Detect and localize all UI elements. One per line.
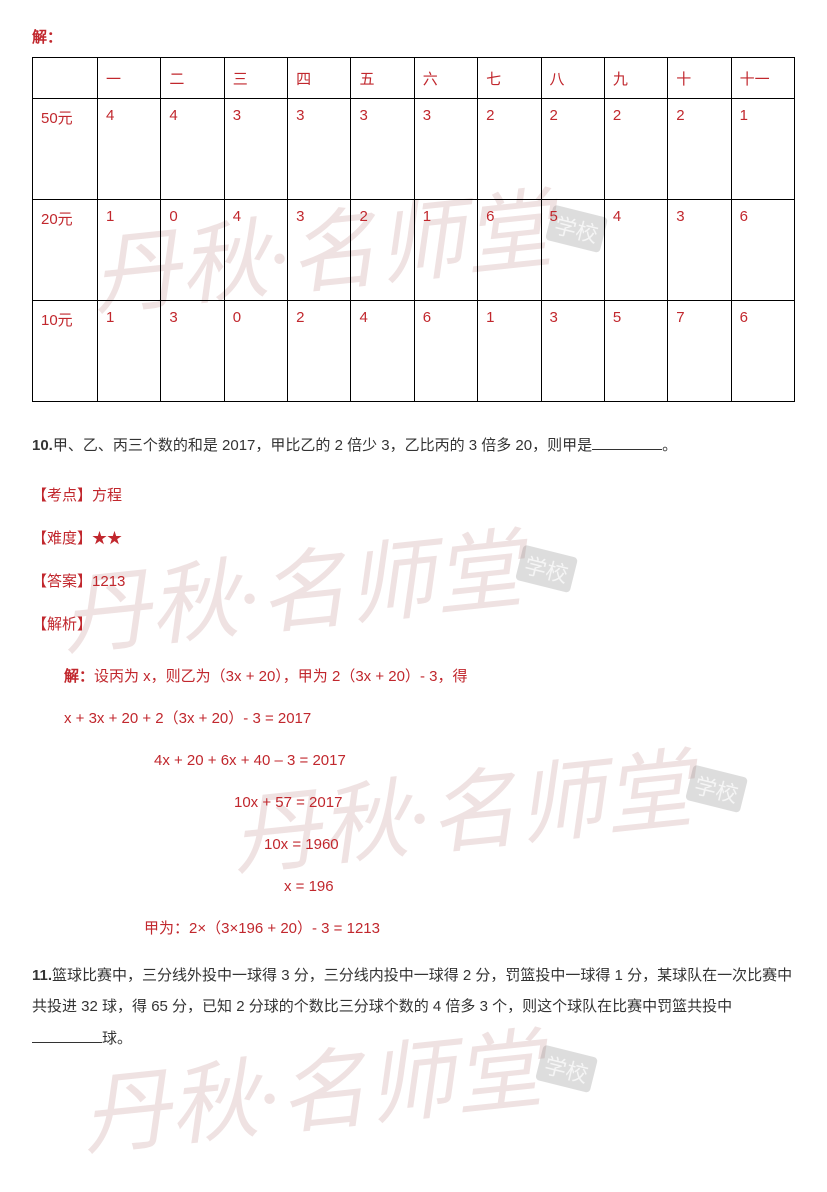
table-cell: 1 xyxy=(731,99,794,200)
question-number: 11. xyxy=(32,967,52,984)
table-cell: 2 xyxy=(288,301,351,402)
table-cell: 2 xyxy=(604,99,667,200)
question-text: 甲、乙、丙三个数的和是 2017，甲比乙的 2 倍少 3，乙比丙的 3 倍多 2… xyxy=(53,437,592,454)
question-text-tail: 球。 xyxy=(102,1030,132,1047)
table-cell: 4 xyxy=(98,99,161,200)
table-header-cell: 九 xyxy=(604,58,667,99)
table-header-cell: 四 xyxy=(288,58,351,99)
question-number: 10. xyxy=(32,437,53,454)
table-cell: 3 xyxy=(288,200,351,301)
table-cell: 4 xyxy=(224,200,287,301)
table-header-cell: 八 xyxy=(541,58,604,99)
table-cell: 5 xyxy=(541,200,604,301)
work-line: 10x = 1960 xyxy=(264,824,795,866)
table-cell: 3 xyxy=(351,99,414,200)
table-cell: 2 xyxy=(351,200,414,301)
work-line: 10x + 57 = 2017 xyxy=(234,782,795,824)
solution-work: 解：设丙为 x，则乙为（3x + 20），甲为 2（3x + 20）- 3，得 … xyxy=(64,656,795,950)
table-header-cell: 七 xyxy=(478,58,541,99)
table-row-header: 50元 xyxy=(33,99,98,200)
daan: 【答案】1213 xyxy=(32,570,795,591)
question-11: 11.篮球比赛中，三分线外投中一球得 3 分，三分线内投中一球得 2 分，罚篮投… xyxy=(32,960,795,1055)
table-header-cell: 五 xyxy=(351,58,414,99)
work-line: 甲为：2×（3×196 + 20）- 3 = 1213 xyxy=(144,908,795,950)
table-header-cell: 六 xyxy=(414,58,477,99)
table-cell: 3 xyxy=(668,200,731,301)
table-cell: 3 xyxy=(414,99,477,200)
table-cell: 2 xyxy=(478,99,541,200)
table-header-cell: 二 xyxy=(161,58,224,99)
jiexi: 【解析】 xyxy=(32,613,795,634)
table-cell: 4 xyxy=(604,200,667,301)
table-cell: 1 xyxy=(478,301,541,402)
table-header-cell: 十 xyxy=(668,58,731,99)
table-header-cell: 一 xyxy=(98,58,161,99)
table-header-cell xyxy=(33,58,98,99)
table-cell: 1 xyxy=(98,200,161,301)
table-cell: 1 xyxy=(414,200,477,301)
answer-blank xyxy=(32,1027,102,1043)
table-cell: 7 xyxy=(668,301,731,402)
table-cell: 4 xyxy=(351,301,414,402)
solution-label: 解： xyxy=(32,26,795,47)
work-line: 4x + 20 + 6x + 40 – 3 = 2017 xyxy=(154,740,795,782)
table-cell: 3 xyxy=(288,99,351,200)
answer-table: 一 二 三 四 五 六 七 八 九 十 十一 50元 4 4 3 3 3 3 xyxy=(32,57,795,402)
table-row-header: 10元 xyxy=(33,301,98,402)
table-cell: 0 xyxy=(224,301,287,402)
nandu: 【难度】★★ xyxy=(32,527,795,548)
kaodian: 【考点】方程 xyxy=(32,484,795,505)
table-cell: 6 xyxy=(731,301,794,402)
table-row: 20元 1 0 4 3 2 1 6 5 4 3 6 xyxy=(33,200,795,301)
table-cell: 3 xyxy=(541,301,604,402)
table-row-header: 20元 xyxy=(33,200,98,301)
table-cell: 5 xyxy=(604,301,667,402)
table-cell: 2 xyxy=(541,99,604,200)
table-cell: 0 xyxy=(161,200,224,301)
table-cell: 6 xyxy=(414,301,477,402)
table-header-row: 一 二 三 四 五 六 七 八 九 十 十一 xyxy=(33,58,795,99)
work-line: 解：设丙为 x，则乙为（3x + 20），甲为 2（3x + 20）- 3，得 xyxy=(64,656,795,698)
question-text: 篮球比赛中，三分线外投中一球得 3 分，三分线内投中一球得 2 分，罚篮投中一球… xyxy=(32,967,792,1016)
answer-blank xyxy=(592,434,662,450)
table-cell: 6 xyxy=(731,200,794,301)
work-line: x + 3x + 20 + 2（3x + 20）- 3 = 2017 xyxy=(64,698,795,740)
question-10: 10.甲、乙、丙三个数的和是 2017，甲比乙的 2 倍少 3，乙比丙的 3 倍… xyxy=(32,430,795,462)
table-cell: 2 xyxy=(668,99,731,200)
page: 解： 一 二 三 四 五 六 七 八 九 十 十一 50元 4 4 xyxy=(0,0,827,1082)
question-text-tail: 。 xyxy=(662,437,677,454)
table-header-cell: 三 xyxy=(224,58,287,99)
table-cell: 1 xyxy=(98,301,161,402)
table-cell: 3 xyxy=(224,99,287,200)
table-header-cell: 十一 xyxy=(731,58,794,99)
work-line: x = 196 xyxy=(284,866,795,908)
table-row: 10元 1 3 0 2 4 6 1 3 5 7 6 xyxy=(33,301,795,402)
table-cell: 6 xyxy=(478,200,541,301)
table-cell: 4 xyxy=(161,99,224,200)
table-row: 50元 4 4 3 3 3 3 2 2 2 2 1 xyxy=(33,99,795,200)
table-cell: 3 xyxy=(161,301,224,402)
